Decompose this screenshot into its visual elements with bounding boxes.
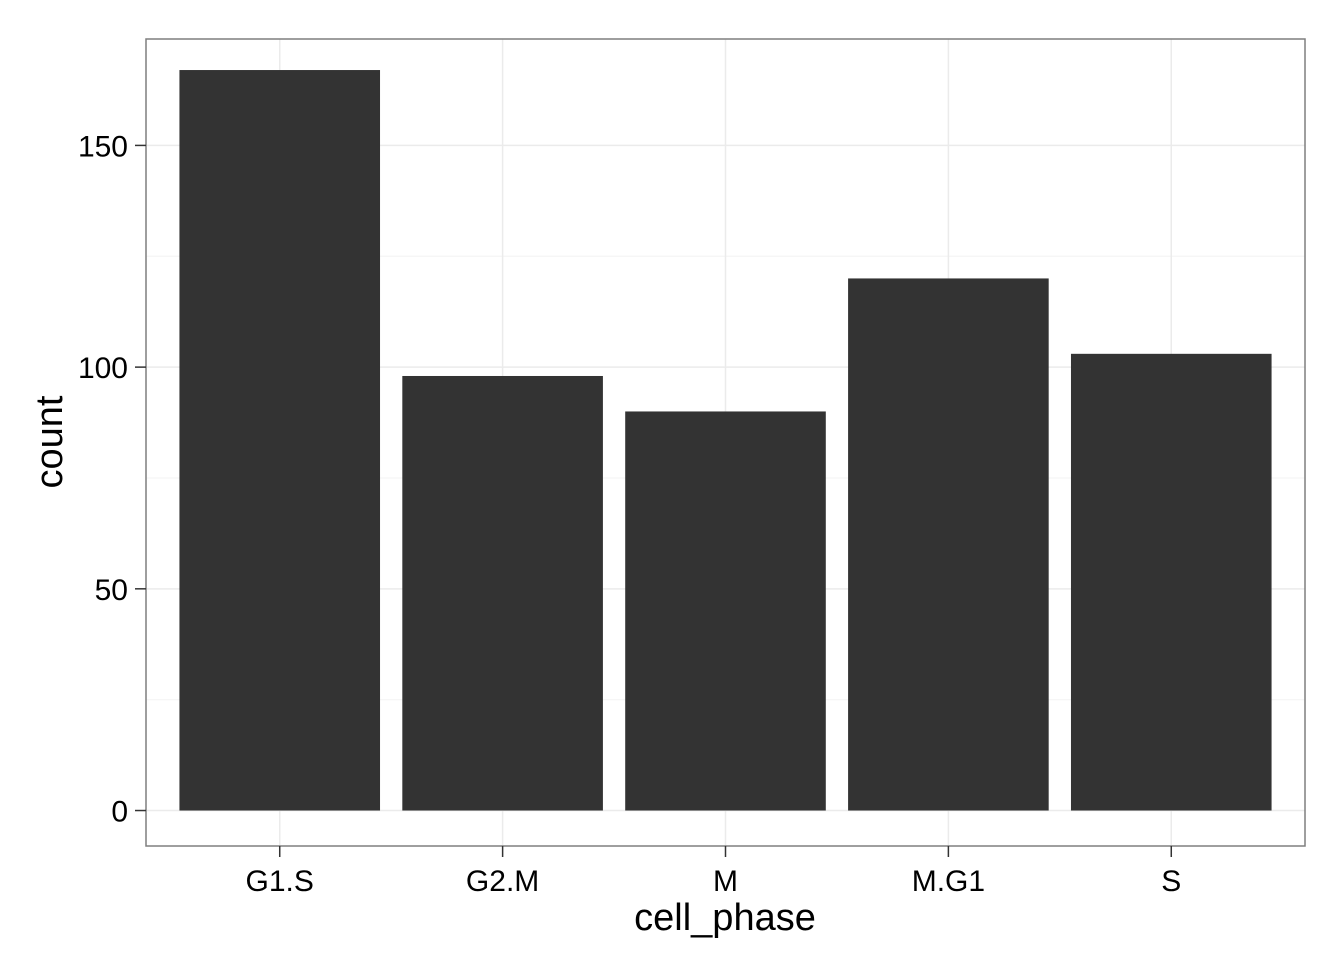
x-axis-title: cell_phase (634, 897, 816, 939)
x-tick-label: S (1161, 865, 1181, 898)
x-tick-label: M.G1 (912, 865, 985, 898)
bar-s (1070, 353, 1272, 811)
y-tick-label: 150 (78, 130, 128, 163)
bar-g2-m (402, 375, 603, 811)
y-axis-title: count (29, 395, 71, 488)
x-axis: G1.S G2.M M M.G1 S (246, 846, 1181, 898)
bar-m (625, 411, 826, 811)
y-tick-label: 50 (95, 574, 128, 607)
bar-m-g1 (848, 278, 1049, 811)
bar-g1-s (179, 70, 381, 811)
x-tick-label: M (713, 865, 738, 898)
x-tick-label: G2.M (466, 865, 539, 898)
y-axis: 0 50 100 150 (78, 130, 146, 829)
bars (179, 70, 1272, 811)
y-tick-label: 0 (111, 796, 128, 829)
x-tick-label: G1.S (246, 865, 314, 898)
y-tick-label: 100 (78, 352, 128, 385)
